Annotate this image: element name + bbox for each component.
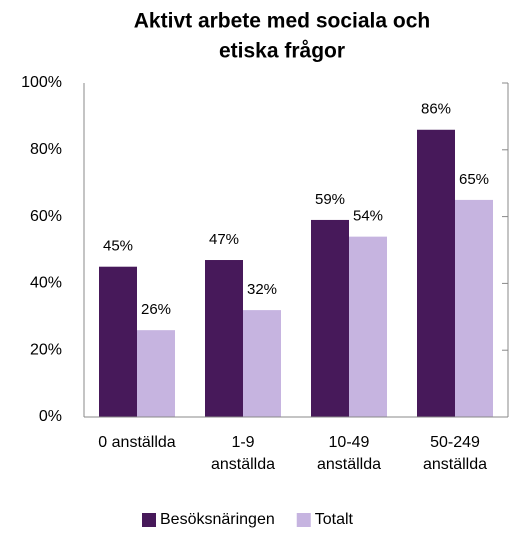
y-tick-label: 80% xyxy=(30,141,62,158)
bar xyxy=(99,266,137,417)
bar xyxy=(243,310,281,417)
y-tick-label: 100% xyxy=(21,74,62,91)
y-tick-label: 40% xyxy=(30,275,62,292)
value-label: 59% xyxy=(315,191,345,208)
x-tick-label: 50-249 anställda xyxy=(423,434,487,473)
x-tick-label: 10-49 anställda xyxy=(317,434,381,473)
x-tick-label: 0 anställda xyxy=(98,434,175,451)
x-tick-label: 1-9 anställda xyxy=(211,434,275,473)
chart-title: etiska frågor xyxy=(219,40,345,63)
legend-swatch xyxy=(142,513,156,527)
legend-label: Besöksnäringen xyxy=(160,511,275,528)
value-label: 86% xyxy=(421,101,451,118)
value-label: 47% xyxy=(209,231,239,248)
y-tick-label: 0% xyxy=(39,408,62,425)
value-label: 45% xyxy=(103,238,133,255)
chart-title: Aktivt arbete med sociala och xyxy=(134,10,430,33)
bar xyxy=(417,129,455,417)
legend-label: Totalt xyxy=(315,511,354,528)
value-label: 54% xyxy=(353,208,383,225)
value-label: 26% xyxy=(141,301,171,318)
legend-swatch xyxy=(296,513,311,527)
bar xyxy=(137,330,175,417)
bar xyxy=(349,236,387,417)
value-label: 65% xyxy=(459,171,489,188)
y-tick-label: 60% xyxy=(30,208,62,225)
bar xyxy=(205,260,243,417)
bar xyxy=(455,199,493,417)
bar xyxy=(311,219,349,417)
y-tick-label: 20% xyxy=(30,341,62,358)
legend: Besöksnäringen Totalt xyxy=(142,511,354,528)
value-label: 32% xyxy=(247,281,277,298)
